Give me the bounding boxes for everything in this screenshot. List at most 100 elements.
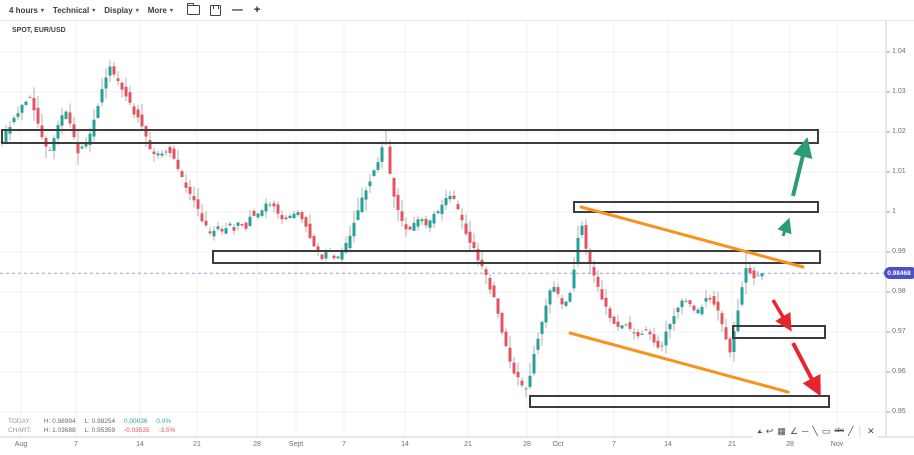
zoom-out-button[interactable]: —: [231, 4, 243, 16]
candle-body: [320, 254, 324, 260]
x-axis-label: 28: [523, 441, 531, 448]
timeframe-menu[interactable]: 4 hours ▾: [9, 6, 44, 15]
candle-body: [388, 146, 392, 174]
candle-body: [64, 111, 68, 119]
cursor-tool-icon[interactable]: ➤: [754, 426, 764, 436]
candle-body: [404, 224, 408, 230]
candle-body: [356, 210, 360, 220]
candle-body: [184, 182, 188, 188]
technical-menu-label: Technical: [52, 5, 90, 15]
bearish-arrow-large[interactable]: [791, 342, 821, 397]
technical-menu[interactable]: Technical ▾: [53, 6, 95, 15]
horizontal-line-tool-icon[interactable]: ─: [802, 426, 809, 436]
candle-body: [712, 296, 716, 305]
candle-body: [140, 114, 144, 127]
candle-body: [332, 255, 336, 259]
today-stats-row: TODAY: H: 0.98994 L: 0.98254 0.00036 0.0…: [8, 417, 182, 426]
supply-zone-100[interactable]: [573, 201, 819, 213]
candle-body: [748, 268, 752, 274]
resistance-zone-0987-0990[interactable]: [212, 250, 821, 264]
bullish-arrow-large[interactable]: [791, 137, 813, 197]
candle-body: [604, 297, 608, 307]
candle-body: [692, 305, 696, 311]
candle-body: [548, 290, 552, 305]
candle-body: [676, 307, 680, 313]
save-chart-icon[interactable]: [209, 4, 221, 16]
grid-tool-icon[interactable]: ▦: [777, 426, 786, 436]
resistance-zone-1017-1020[interactable]: [1, 129, 819, 144]
candle-body: [148, 140, 152, 150]
candle-body: [652, 334, 656, 343]
candle-body: [540, 321, 544, 334]
candle-body: [20, 104, 24, 113]
current-price-badge: 0.98468: [884, 267, 914, 279]
candle-body: [732, 331, 736, 352]
candle-body: [144, 126, 148, 137]
candle-body: [252, 211, 256, 216]
display-menu-label: Display: [104, 5, 133, 15]
text-tool-icon[interactable]: abc: [834, 428, 845, 434]
symbol-label: SPOT, EUR/USD: [12, 27, 66, 34]
rectangle-tool-icon[interactable]: ▭: [821, 426, 831, 436]
candle-body: [344, 243, 348, 253]
descending-trendline-upper[interactable]: [579, 205, 805, 269]
candle-body: [736, 310, 740, 332]
candle-body: [476, 249, 480, 261]
top-toolbar: 4 hours ▾ Technical ▾ Display ▾ More ▾ —…: [0, 0, 914, 21]
candle-body: [188, 186, 192, 194]
candle-body: [120, 82, 124, 90]
candle-body: [412, 222, 416, 231]
candle-body: [552, 286, 556, 292]
candle-body: [112, 66, 116, 75]
candle-body: [744, 268, 748, 283]
chevron-down-icon: ▾: [92, 7, 96, 14]
candle-body: [176, 159, 180, 169]
candle-body: [612, 316, 616, 324]
candle-body: [152, 151, 156, 154]
candle-body: [428, 220, 432, 228]
freehand-tool-icon[interactable]: ↩: [765, 426, 774, 436]
candle-body: [376, 162, 380, 170]
candle-body: [668, 324, 672, 330]
candle-body: [104, 77, 108, 89]
y-axis-label: 0.96: [892, 368, 906, 375]
open-chart-icon[interactable]: [186, 3, 200, 15]
chart-change: -0.03535: [123, 427, 150, 434]
y-axis-label: 0.97: [892, 328, 906, 335]
candle-body: [248, 216, 252, 227]
chart-stats-row: CHART: H: 1.03688 L: 0.95359 -0.03535 -3…: [8, 426, 182, 435]
trendline-tool-icon[interactable]: ╲: [812, 426, 818, 436]
bearish-arrow-small[interactable]: [771, 299, 792, 332]
candle-body: [100, 89, 104, 103]
candle-body: [124, 86, 128, 97]
candle-body: [564, 301, 568, 306]
candle-body: [740, 287, 744, 305]
display-menu[interactable]: Display ▾: [104, 6, 138, 15]
descending-trendline-lower[interactable]: [568, 331, 790, 394]
diagonal-line-tool-icon[interactable]: ╱: [848, 426, 854, 436]
candle-body: [528, 375, 532, 387]
bullish-arrow-small[interactable]: [777, 217, 792, 237]
candle-body: [468, 231, 472, 243]
zoom-in-button[interactable]: +: [253, 4, 261, 16]
candle-body: [400, 211, 404, 221]
candle-body: [132, 106, 136, 115]
support-zone-0951-0954[interactable]: [529, 395, 830, 408]
x-axis-label: 21: [464, 441, 472, 448]
candle-body: [608, 308, 612, 318]
candle-body: [192, 196, 196, 201]
candle-body: [92, 119, 96, 137]
candle-body: [16, 113, 20, 117]
candle-body: [756, 275, 760, 277]
fan-lines-tool-icon[interactable]: ∠: [789, 426, 799, 436]
today-change-pct: 0.0%: [156, 418, 172, 425]
close-toolbar-icon[interactable]: ✕: [867, 426, 875, 436]
candle-body: [396, 194, 400, 210]
candle-body: [52, 138, 56, 151]
candle-body: [596, 276, 600, 287]
candle-body: [200, 213, 204, 222]
candle-body: [160, 153, 164, 156]
candle-body: [556, 287, 560, 294]
more-menu[interactable]: More ▾: [148, 6, 173, 15]
